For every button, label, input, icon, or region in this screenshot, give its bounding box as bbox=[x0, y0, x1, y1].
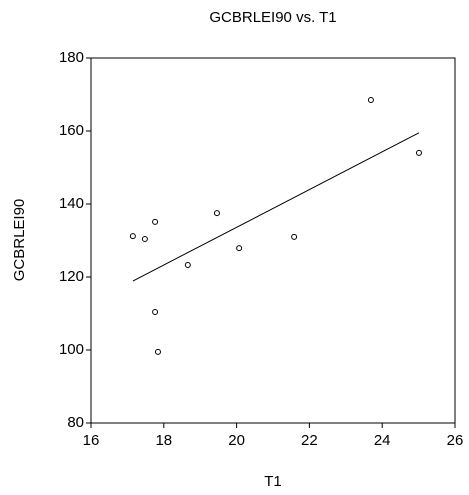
data-point bbox=[415, 149, 422, 156]
y-axis-label: GCBRLEI90 bbox=[11, 199, 28, 282]
x-tick-label: 26 bbox=[447, 432, 464, 449]
y-tick-label: 120 bbox=[59, 268, 84, 285]
x-tick-label: 18 bbox=[155, 432, 172, 449]
x-axis-label: T1 bbox=[264, 473, 282, 490]
plot-frame bbox=[90, 57, 456, 424]
data-point bbox=[367, 96, 374, 103]
x-tick-label: 24 bbox=[374, 432, 391, 449]
data-point bbox=[154, 348, 161, 355]
y-tick-label: 100 bbox=[59, 341, 84, 358]
y-tick-label: 140 bbox=[59, 195, 84, 212]
y-tick-label: 80 bbox=[67, 414, 84, 431]
data-point bbox=[152, 218, 159, 225]
x-tick-label: 22 bbox=[301, 432, 318, 449]
data-point bbox=[141, 236, 148, 243]
fit-line bbox=[132, 132, 420, 282]
chart-title: GCBRLEI90 vs. T1 bbox=[209, 9, 336, 26]
y-tick-label: 160 bbox=[59, 122, 84, 139]
data-point bbox=[213, 210, 220, 217]
data-point bbox=[129, 233, 136, 240]
data-point bbox=[152, 309, 159, 316]
y-tick-label: 180 bbox=[59, 49, 84, 66]
data-point bbox=[236, 245, 243, 252]
data-point bbox=[291, 233, 298, 240]
data-point bbox=[184, 261, 191, 268]
x-tick-label: 16 bbox=[83, 432, 100, 449]
x-tick-label: 20 bbox=[228, 432, 245, 449]
